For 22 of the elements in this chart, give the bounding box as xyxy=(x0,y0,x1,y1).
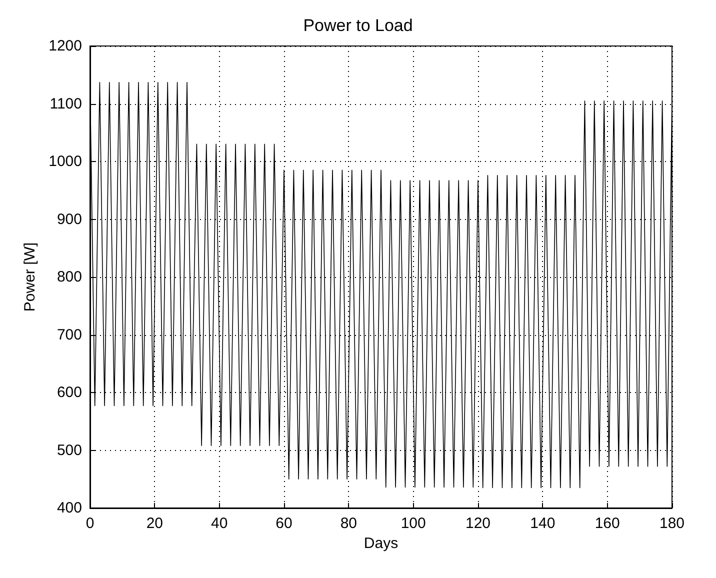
x-tick-label: 20 xyxy=(146,515,164,532)
x-axis-title: Days xyxy=(364,535,398,552)
x-tick-label: 40 xyxy=(210,515,228,532)
x-tick-label: 120 xyxy=(465,515,491,532)
y-tick-label: 700 xyxy=(56,326,82,344)
x-tick-label: 100 xyxy=(400,515,426,532)
x-tick-label: 80 xyxy=(340,515,358,532)
x-tick-label: 180 xyxy=(659,515,685,532)
y-tick-label: 600 xyxy=(56,384,82,401)
y-tick-label: 1100 xyxy=(50,95,82,112)
y-axis-title: Power [W] xyxy=(22,242,39,312)
y-tick-label: 400 xyxy=(56,500,82,516)
y-tick-label: 1200 xyxy=(48,38,82,54)
y-tick-label: 800 xyxy=(56,268,82,286)
y-tick-label: 900 xyxy=(56,210,82,228)
x-tick-label: 160 xyxy=(594,515,620,532)
x-tick-label: 60 xyxy=(276,515,292,532)
chart-title: Power to Load xyxy=(303,16,413,35)
y-tick-label: 500 xyxy=(56,442,82,459)
x-tick-label: 140 xyxy=(530,515,556,532)
y-tick-label: 1000 xyxy=(48,153,82,170)
x-tick-label: 0 xyxy=(86,515,94,532)
